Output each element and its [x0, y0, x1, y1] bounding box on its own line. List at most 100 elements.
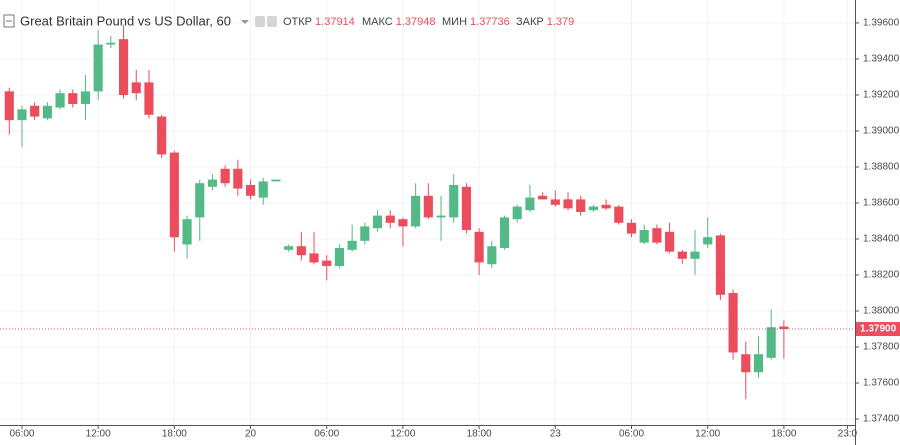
candle-body — [55, 93, 65, 108]
candle-body — [4, 91, 14, 121]
candle-body — [182, 219, 192, 245]
candle-body — [461, 186, 471, 231]
candle-body — [258, 181, 268, 198]
ohlc-value: 1.37948 — [396, 16, 436, 28]
candle-body — [474, 231, 484, 263]
candle-body — [449, 184, 459, 218]
settings-icon[interactable] — [255, 16, 265, 27]
x-tick-label: 18:00 — [467, 429, 492, 440]
y-tick-label: 1.38600 — [863, 198, 900, 209]
ohlc-label: МАКС — [362, 16, 393, 28]
candle-body — [563, 199, 573, 209]
x-tick-label: 12:00 — [390, 429, 415, 440]
candle-body — [411, 195, 421, 227]
ohlc-header: ОТКР 1.37914 МАКС 1.37948 МИН 1.37736 ЗАКР 1.37… — [283, 16, 574, 28]
candle-body — [157, 116, 167, 155]
candle-body — [169, 152, 179, 238]
y-tick-label: 1.38200 — [863, 270, 900, 281]
candle-body — [703, 237, 713, 245]
candle-body — [487, 246, 497, 265]
x-tick-label: 18:00 — [771, 429, 796, 440]
y-tick-label: 1.39400 — [863, 54, 900, 65]
candle-body — [385, 215, 395, 223]
y-tick-label: 1.38000 — [863, 306, 900, 317]
candle-body — [601, 204, 611, 209]
candle-body — [728, 293, 738, 353]
candle-body — [652, 228, 662, 243]
x-tick-label: 12:00 — [86, 429, 111, 440]
candle-body — [220, 168, 230, 184]
last-price-box — [856, 322, 900, 337]
collapse-icon[interactable] — [3, 14, 15, 28]
candle-body — [499, 217, 510, 249]
candle-body — [284, 246, 294, 250]
candle-body — [360, 226, 370, 241]
candle-body — [576, 199, 586, 212]
hide-icon[interactable] — [267, 16, 277, 27]
candle-body — [207, 179, 218, 187]
y-tick-label: 1.37800 — [863, 342, 900, 353]
candle-body — [766, 327, 776, 358]
ohlc-value: 1.37736 — [470, 16, 510, 28]
y-tick-label: 1.37600 — [863, 378, 900, 389]
x-tick-label: 12:00 — [695, 429, 720, 440]
candles — [0, 24, 855, 400]
ohlc-label: МИН — [442, 16, 467, 28]
candle-body — [334, 248, 345, 267]
dropdown-arrow[interactable] — [241, 20, 249, 24]
candle-body — [677, 251, 687, 259]
header: Great Britain Pound vs US Dollar, 60 — [3, 13, 277, 28]
y-tick-label: 1.38800 — [863, 162, 900, 173]
candle-body — [80, 91, 91, 104]
x-tick-label: 23:0 — [838, 429, 858, 440]
candle-body — [30, 105, 40, 117]
chart-title: Great Britain Pound vs US Dollar, 60 — [20, 13, 231, 28]
candle-body — [614, 206, 624, 223]
candle-body — [398, 219, 408, 227]
ohlc-value: 1.37914 — [315, 16, 355, 28]
axes: 1.39600 1.39400 1.39200 1.39000 1.38800 1.386… — [9, 18, 900, 440]
candle-body — [296, 246, 306, 256]
candle-body — [322, 260, 332, 267]
candle-body — [525, 197, 535, 211]
ohlc-label: ЗАКР — [516, 16, 544, 28]
x-tick-label: 06:00 — [314, 429, 339, 440]
candle-body — [779, 326, 789, 330]
candle-body — [588, 206, 598, 211]
candle-body — [690, 251, 700, 259]
x-tick-label: 20 — [245, 429, 257, 440]
candle-body — [233, 168, 243, 189]
candle-body — [106, 42, 116, 45]
candle-body — [42, 105, 52, 119]
y-tick-label: 1.39200 — [863, 90, 900, 101]
y-tick-label: 1.38400 — [863, 234, 900, 245]
candle-body — [741, 354, 751, 373]
candle-body — [538, 195, 548, 200]
y-tick-label: 1.39000 — [863, 126, 900, 137]
candle-body — [372, 215, 383, 229]
candle-body — [347, 240, 357, 250]
ohlc-value: 1.379 — [547, 16, 575, 28]
candle-body — [626, 222, 637, 234]
x-tick-label: 23 — [550, 429, 562, 440]
y-tick-label: 1.39600 — [863, 18, 900, 29]
candle-body — [131, 82, 141, 94]
candle-body — [512, 206, 522, 220]
candle-body — [68, 93, 78, 104]
last-price-label: 1.37900 — [860, 324, 897, 335]
x-tick-label: 06:00 — [619, 429, 644, 440]
y-tick-label: 1.37400 — [863, 414, 900, 425]
candle-body — [639, 230, 649, 243]
candle-body — [309, 253, 319, 263]
x-tick-label: 06:00 — [9, 429, 34, 440]
candle-body — [423, 195, 433, 218]
candle-body — [271, 179, 281, 182]
candle-body — [93, 44, 103, 92]
candle-body — [715, 235, 725, 295]
x-tick-label: 18:00 — [162, 429, 187, 440]
ohlc-label: ОТКР — [283, 16, 312, 28]
candle-body — [144, 82, 154, 115]
